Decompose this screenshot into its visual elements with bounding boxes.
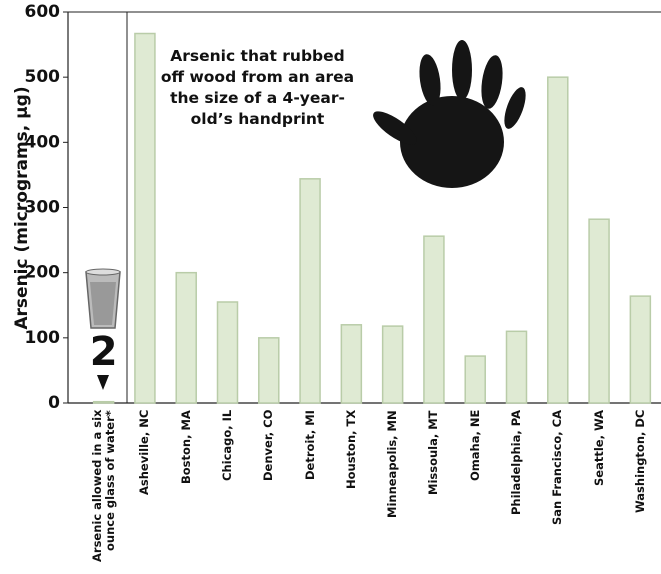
- handprint-icon: [369, 40, 531, 188]
- y-tick-label: 200: [25, 263, 61, 283]
- bar: [383, 326, 403, 403]
- x-tick-label: Washington, DC: [634, 410, 647, 572]
- bar: [94, 402, 114, 403]
- x-tick-label: Minneapolis, MN: [386, 410, 399, 572]
- x-tick-label: Denver, CO: [262, 410, 275, 572]
- y-tick-label: 600: [25, 2, 61, 22]
- x-tick-label: Arsenic allowed in a six ounce glass of …: [91, 410, 117, 572]
- arrow: [97, 375, 109, 390]
- x-tick-label: Omaha, NE: [469, 410, 482, 572]
- bar: [300, 179, 320, 403]
- x-tick-label: Chicago, IL: [221, 410, 234, 572]
- x-tick-label: Seattle, WA: [593, 410, 606, 572]
- bar: [630, 296, 650, 403]
- bar: [341, 325, 361, 403]
- bar: [465, 356, 485, 403]
- x-tick-label: Asheville, NC: [138, 410, 151, 572]
- bar: [135, 34, 155, 403]
- bar: [507, 331, 527, 403]
- y-tick-label: 0: [48, 393, 60, 413]
- bar: [589, 219, 609, 403]
- x-tick-label: Boston, MA: [180, 410, 193, 572]
- bar: [176, 273, 196, 403]
- bar: [259, 338, 279, 403]
- glass-icon: [86, 269, 120, 328]
- page: Arsenic (micrograms, µg) 010020030040050…: [0, 0, 661, 574]
- x-tick-label: Detroit, MI: [304, 410, 317, 572]
- annotation: Arsenic that rubbed off wood from an are…: [160, 46, 355, 130]
- x-tick-label: Missoula, MT: [427, 410, 440, 572]
- bar: [548, 77, 568, 403]
- bar: [218, 302, 238, 403]
- y-tick-label: 400: [25, 132, 61, 152]
- y-tick-label: 300: [25, 198, 61, 218]
- y-tick-label: 500: [25, 67, 61, 87]
- x-tick-label: San Francisco, CA: [551, 410, 564, 572]
- value-label: 2: [90, 329, 118, 375]
- bar: [424, 236, 444, 403]
- y-tick-label: 100: [25, 328, 61, 348]
- x-tick-label: Philadelphia, PA: [510, 410, 523, 572]
- x-tick-label: Houston, TX: [345, 410, 358, 572]
